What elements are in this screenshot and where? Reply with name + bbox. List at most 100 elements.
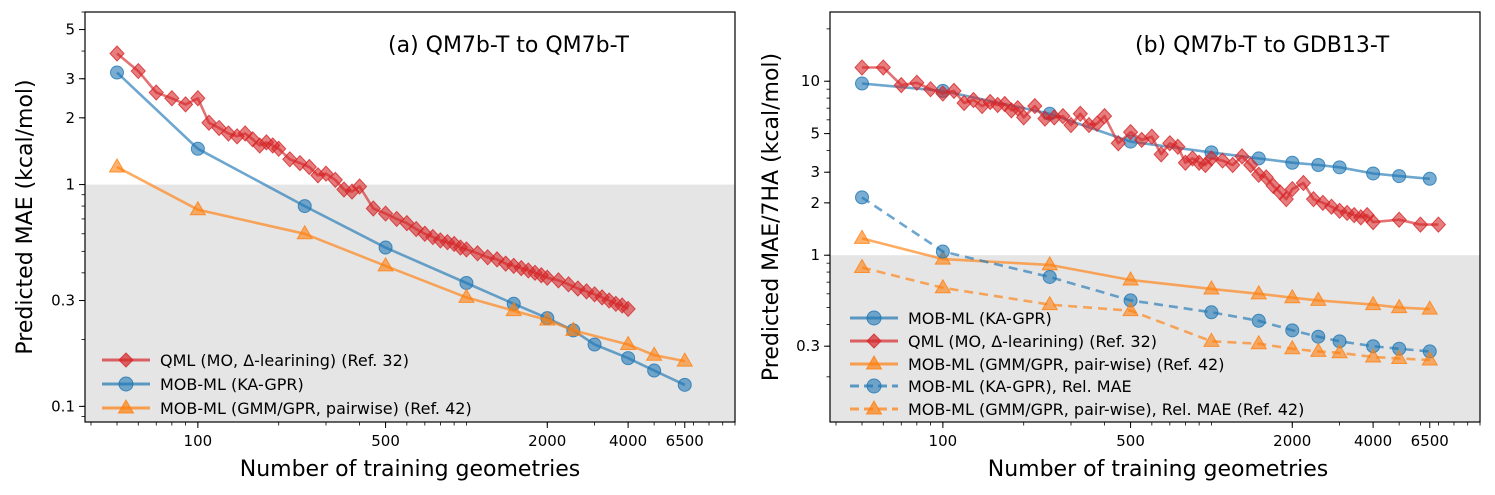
panel-b-title: (b) QM7b-T to GDB13-T	[1135, 33, 1390, 58]
data-point-circle	[378, 240, 393, 255]
data-point-diamond	[190, 90, 206, 107]
data-point-circle	[1251, 313, 1266, 328]
data-point-diamond	[922, 80, 939, 98]
data-point-diamond	[327, 171, 344, 189]
x-tick-label: 4000	[609, 432, 647, 450]
legend-label: MOB-ML (KA-GPR), Rel. MAE	[908, 377, 1132, 396]
data-point-diamond	[1153, 146, 1169, 163]
data-point-circle	[190, 141, 205, 156]
data-point-diamond	[578, 283, 595, 300]
data-point-triangle	[1283, 288, 1301, 304]
data-point-diamond	[1412, 216, 1429, 233]
data-point-triangle	[108, 158, 126, 173]
data-point-triangle	[1364, 295, 1382, 311]
data-point-circle	[1392, 169, 1407, 184]
data-point-diamond	[1063, 116, 1079, 134]
data-point-diamond	[211, 119, 227, 137]
data-point-circle	[1042, 269, 1057, 284]
data-point-circle	[1332, 160, 1347, 175]
data-point-circle	[855, 190, 870, 205]
data-point-triangle	[538, 311, 556, 326]
data-point-triangle	[1283, 339, 1301, 355]
y-tick-label: 0.3	[51, 292, 75, 310]
panel-a-series	[108, 45, 694, 392]
data-point-diamond	[365, 200, 381, 217]
data-point-diamond	[271, 140, 287, 158]
data-point-circle	[297, 199, 312, 214]
data-point-diamond	[301, 158, 317, 176]
data-point-triangle	[934, 278, 952, 294]
y-tick-label: 5	[810, 125, 820, 143]
data-point-diamond	[620, 300, 636, 318]
data-point-diamond	[109, 45, 125, 62]
data-point-circle	[1311, 158, 1326, 173]
data-point-diamond	[497, 255, 514, 272]
data-point-diamond	[1242, 156, 1259, 174]
data-point-triangle	[1041, 255, 1059, 271]
legend-entry: MOB-ML (GMM/GPR, pairwise) (Ref. 42)	[102, 398, 472, 418]
data-point-diamond	[417, 225, 433, 243]
data-point-diamond	[1258, 169, 1274, 186]
y-tick-label: 1	[810, 246, 820, 264]
data-point-diamond	[220, 125, 237, 142]
data-point-diamond	[399, 214, 415, 232]
legend-marker-circle	[866, 378, 882, 394]
legend-entry: MOB-ML (GMM/GPR, pair-wise) (Ref. 42)	[850, 354, 1224, 374]
x-tick-label: 4000	[1354, 432, 1392, 450]
series-1	[109, 45, 636, 318]
data-point-triangle	[1390, 298, 1408, 314]
data-point-diamond	[292, 154, 308, 172]
data-point-diamond	[1225, 156, 1241, 174]
data-point-diamond	[1315, 194, 1331, 212]
panel-b-series	[853, 59, 1447, 366]
legend-label: QML (MO, Δ-learining) (Ref. 32)	[908, 332, 1157, 351]
data-point-circle	[1204, 305, 1219, 320]
data-point-diamond	[1284, 180, 1300, 198]
data-point-triangle	[505, 301, 523, 317]
data-point-triangle	[1203, 332, 1220, 347]
data-point-diamond	[351, 178, 368, 195]
data-point-triangle	[1122, 301, 1139, 317]
data-point-diamond	[1072, 105, 1089, 123]
legend-entry: MOB-ML (KA-GPR), Rel. MAE	[850, 377, 1132, 396]
legend-marker-triangle	[865, 399, 883, 415]
data-point-triangle	[1331, 343, 1348, 359]
data-point-triangle	[1250, 284, 1268, 300]
panel-b-x-axis-label: Number of training geometries	[988, 457, 1329, 482]
data-point-diamond	[164, 90, 180, 107]
data-point-diamond	[1055, 107, 1071, 125]
data-point-diamond	[875, 59, 891, 76]
data-point-diamond	[1234, 148, 1250, 165]
legend-label: MOB-ML (GMM/GPR, pair-wise), Rel. MAE (R…	[908, 400, 1304, 419]
series-4	[855, 190, 1437, 359]
data-point-triangle	[853, 258, 871, 273]
y-tick-label: 3	[810, 163, 820, 181]
panel-a: 100 500 2000 4000 6500 0.1 0.3 1 2 3 5 (a) QM7b-T …	[13, 11, 736, 482]
legend-entry: MOB-ML (KA-GPR)	[850, 309, 1052, 328]
x-tick-label: 500	[371, 432, 400, 450]
data-point-triangle	[1041, 295, 1059, 311]
data-point-diamond	[1110, 135, 1126, 152]
data-point-circle	[1285, 155, 1300, 170]
data-point-diamond	[282, 151, 298, 168]
data-point-diamond	[1162, 135, 1178, 152]
data-point-triangle	[1390, 349, 1408, 364]
data-point-triangle	[1203, 279, 1220, 295]
panel-b-frame	[829, 11, 1481, 423]
data-point-triangle	[564, 321, 582, 336]
panel-b-legend: MOB-ML (KA-GPR) QML (MO, Δ-learining) (R…	[850, 309, 1304, 419]
data-point-diamond	[237, 125, 253, 142]
series-3	[108, 158, 694, 367]
data-point-diamond	[1096, 107, 1113, 125]
data-point-triangle	[1364, 348, 1382, 363]
x-tick-label: 2000	[528, 432, 566, 450]
data-point-diamond	[1365, 213, 1381, 231]
legend-entry: QML (MO, Δ-learining) (Ref. 32)	[850, 332, 1157, 351]
data-point-diamond	[909, 74, 925, 91]
panel-b: 100 500 2000 4000 6500 0.3 1 2 3 5 10 (b) QM7b-T t…	[759, 11, 1481, 482]
data-point-triangle	[1309, 291, 1327, 306]
legend-entry: MOB-ML (KA-GPR)	[102, 375, 304, 394]
x-tick-label: 500	[1116, 432, 1145, 450]
data-point-triangle	[1421, 350, 1439, 366]
legend-label: QML (MO, Δ-learining) (Ref. 32)	[160, 351, 409, 370]
